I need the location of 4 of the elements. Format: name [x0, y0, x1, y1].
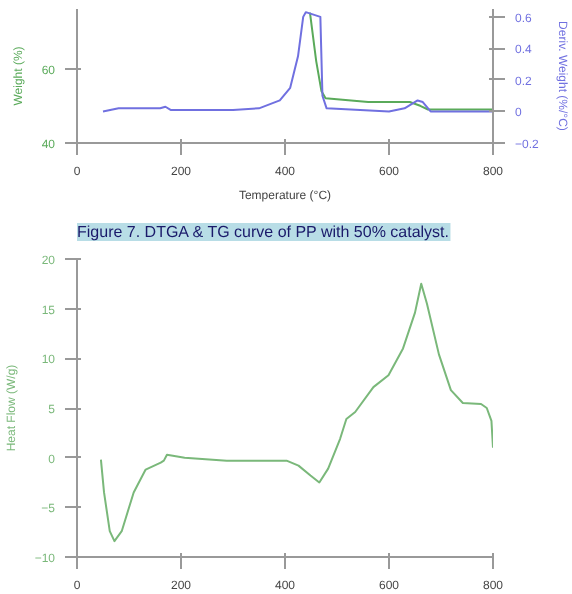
caption: Figure 7. DTGA & TG curve of PP with 50% catalyst.	[77, 223, 449, 241]
line-series	[308, 11, 493, 111]
line-series	[102, 11, 493, 113]
line-series	[99, 282, 493, 543]
